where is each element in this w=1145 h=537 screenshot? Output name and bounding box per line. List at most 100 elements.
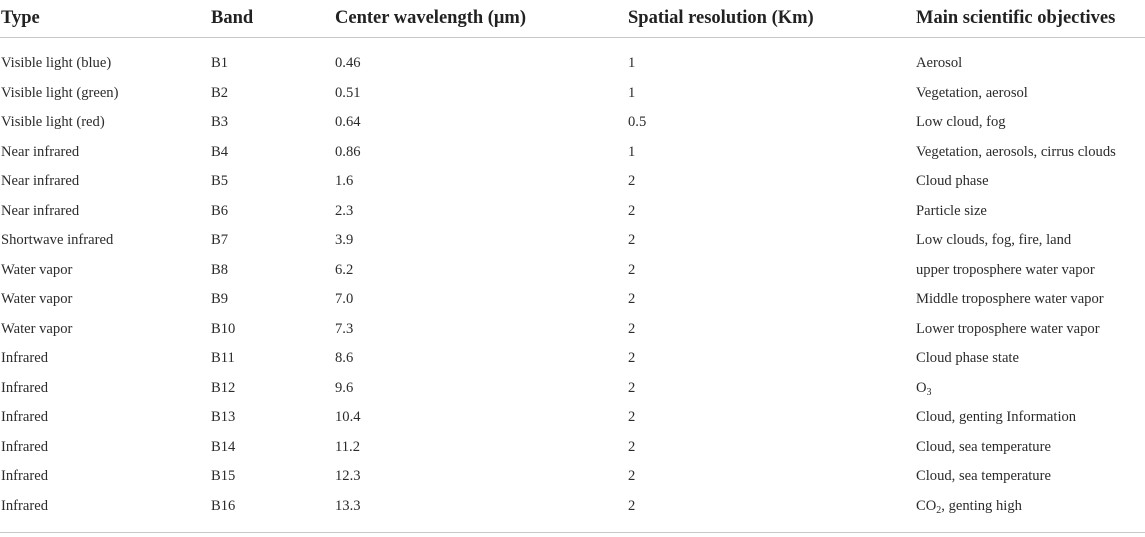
cell-objective: Low cloud, fog (915, 108, 1145, 138)
cell-wavelength: 3.9 (334, 226, 627, 256)
cell-band: B14 (210, 433, 334, 463)
header-type: Type (0, 0, 210, 38)
cell-wavelength: 7.0 (334, 285, 627, 315)
cell-objective: Vegetation, aerosols, cirrus clouds (915, 138, 1145, 168)
header-row: Type Band Center wavelength (μm) Spatial… (0, 0, 1145, 38)
cell-wavelength: 11.2 (334, 433, 627, 463)
cell-objective: Cloud, genting Information (915, 403, 1145, 433)
cell-wavelength: 0.51 (334, 79, 627, 109)
cell-objective: Low clouds, fog, fire, land (915, 226, 1145, 256)
cell-type: Water vapor (0, 285, 210, 315)
cell-type: Infrared (0, 462, 210, 492)
cell-objective: Cloud, sea temperature (915, 462, 1145, 492)
cell-type: Visible light (red) (0, 108, 210, 138)
cell-band: B2 (210, 79, 334, 109)
cell-band: B9 (210, 285, 334, 315)
cell-band: B6 (210, 197, 334, 227)
cell-band: B16 (210, 492, 334, 522)
spacer-row (0, 38, 1145, 50)
cell-type: Water vapor (0, 315, 210, 345)
cell-objective: Vegetation, aerosol (915, 79, 1145, 109)
objective-subscript: 3 (927, 387, 932, 398)
cell-objective: Particle size (915, 197, 1145, 227)
cell-type: Infrared (0, 344, 210, 374)
header-spatial-resolution: Spatial resolution (Km) (627, 0, 915, 38)
cell-resolution: 2 (627, 226, 915, 256)
cell-type: Infrared (0, 492, 210, 522)
cell-type: Near infrared (0, 167, 210, 197)
cell-type: Infrared (0, 403, 210, 433)
cell-band: B8 (210, 256, 334, 286)
cell-wavelength: 0.46 (334, 49, 627, 79)
objective-text: CO (916, 498, 936, 514)
cell-wavelength: 9.6 (334, 374, 627, 404)
cell-wavelength: 12.3 (334, 462, 627, 492)
cell-band: B11 (210, 344, 334, 374)
cell-band: B3 (210, 108, 334, 138)
cell-objective: Aerosol (915, 49, 1145, 79)
cell-resolution: 2 (627, 344, 915, 374)
cell-wavelength: 2.3 (334, 197, 627, 227)
cell-objective: Cloud phase (915, 167, 1145, 197)
cell-wavelength: 0.64 (334, 108, 627, 138)
cell-type: Infrared (0, 374, 210, 404)
cell-wavelength: 1.6 (334, 167, 627, 197)
objective-text: O (916, 380, 927, 396)
cell-resolution: 1 (627, 79, 915, 109)
cell-type: Water vapor (0, 256, 210, 286)
cell-type: Infrared (0, 433, 210, 463)
cell-resolution: 2 (627, 315, 915, 345)
cell-objective: upper troposphere water vapor (915, 256, 1145, 286)
cell-wavelength: 13.3 (334, 492, 627, 522)
header-band: Band (210, 0, 334, 38)
cell-wavelength: 6.2 (334, 256, 627, 286)
cell-resolution: 1 (627, 49, 915, 79)
cell-resolution: 2 (627, 462, 915, 492)
cell-type: Shortwave infrared (0, 226, 210, 256)
cell-resolution: 2 (627, 167, 915, 197)
cell-wavelength: 7.3 (334, 315, 627, 345)
header-main-objectives: Main scientific objectives (915, 0, 1145, 38)
objective-text-after: , genting high (941, 498, 1022, 514)
cell-resolution: 1 (627, 138, 915, 168)
table-header: Type Band Center wavelength (μm) Spatial… (0, 0, 1145, 38)
cell-resolution: 2 (627, 285, 915, 315)
cell-type: Near infrared (0, 138, 210, 168)
cell-resolution: 2 (627, 492, 915, 522)
cell-objective: Lower troposphere water vapor (915, 315, 1145, 345)
cell-wavelength: 8.6 (334, 344, 627, 374)
cell-band: B4 (210, 138, 334, 168)
cell-wavelength: 0.86 (334, 138, 627, 168)
cell-band: B15 (210, 462, 334, 492)
cell-resolution: 2 (627, 374, 915, 404)
cell-type: Visible light (green) (0, 79, 210, 109)
cell-objective: Cloud, sea temperature (915, 433, 1145, 463)
cell-band: B5 (210, 167, 334, 197)
cell-resolution: 2 (627, 256, 915, 286)
cell-band: B1 (210, 49, 334, 79)
cell-wavelength: 10.4 (334, 403, 627, 433)
cell-objective: Cloud phase state (915, 344, 1145, 374)
cell-band: B13 (210, 403, 334, 433)
cell-band: B12 (210, 374, 334, 404)
cell-resolution: 0.5 (627, 108, 915, 138)
cell-band: B7 (210, 226, 334, 256)
cell-type: Near infrared (0, 197, 210, 227)
cell-resolution: 2 (627, 433, 915, 463)
